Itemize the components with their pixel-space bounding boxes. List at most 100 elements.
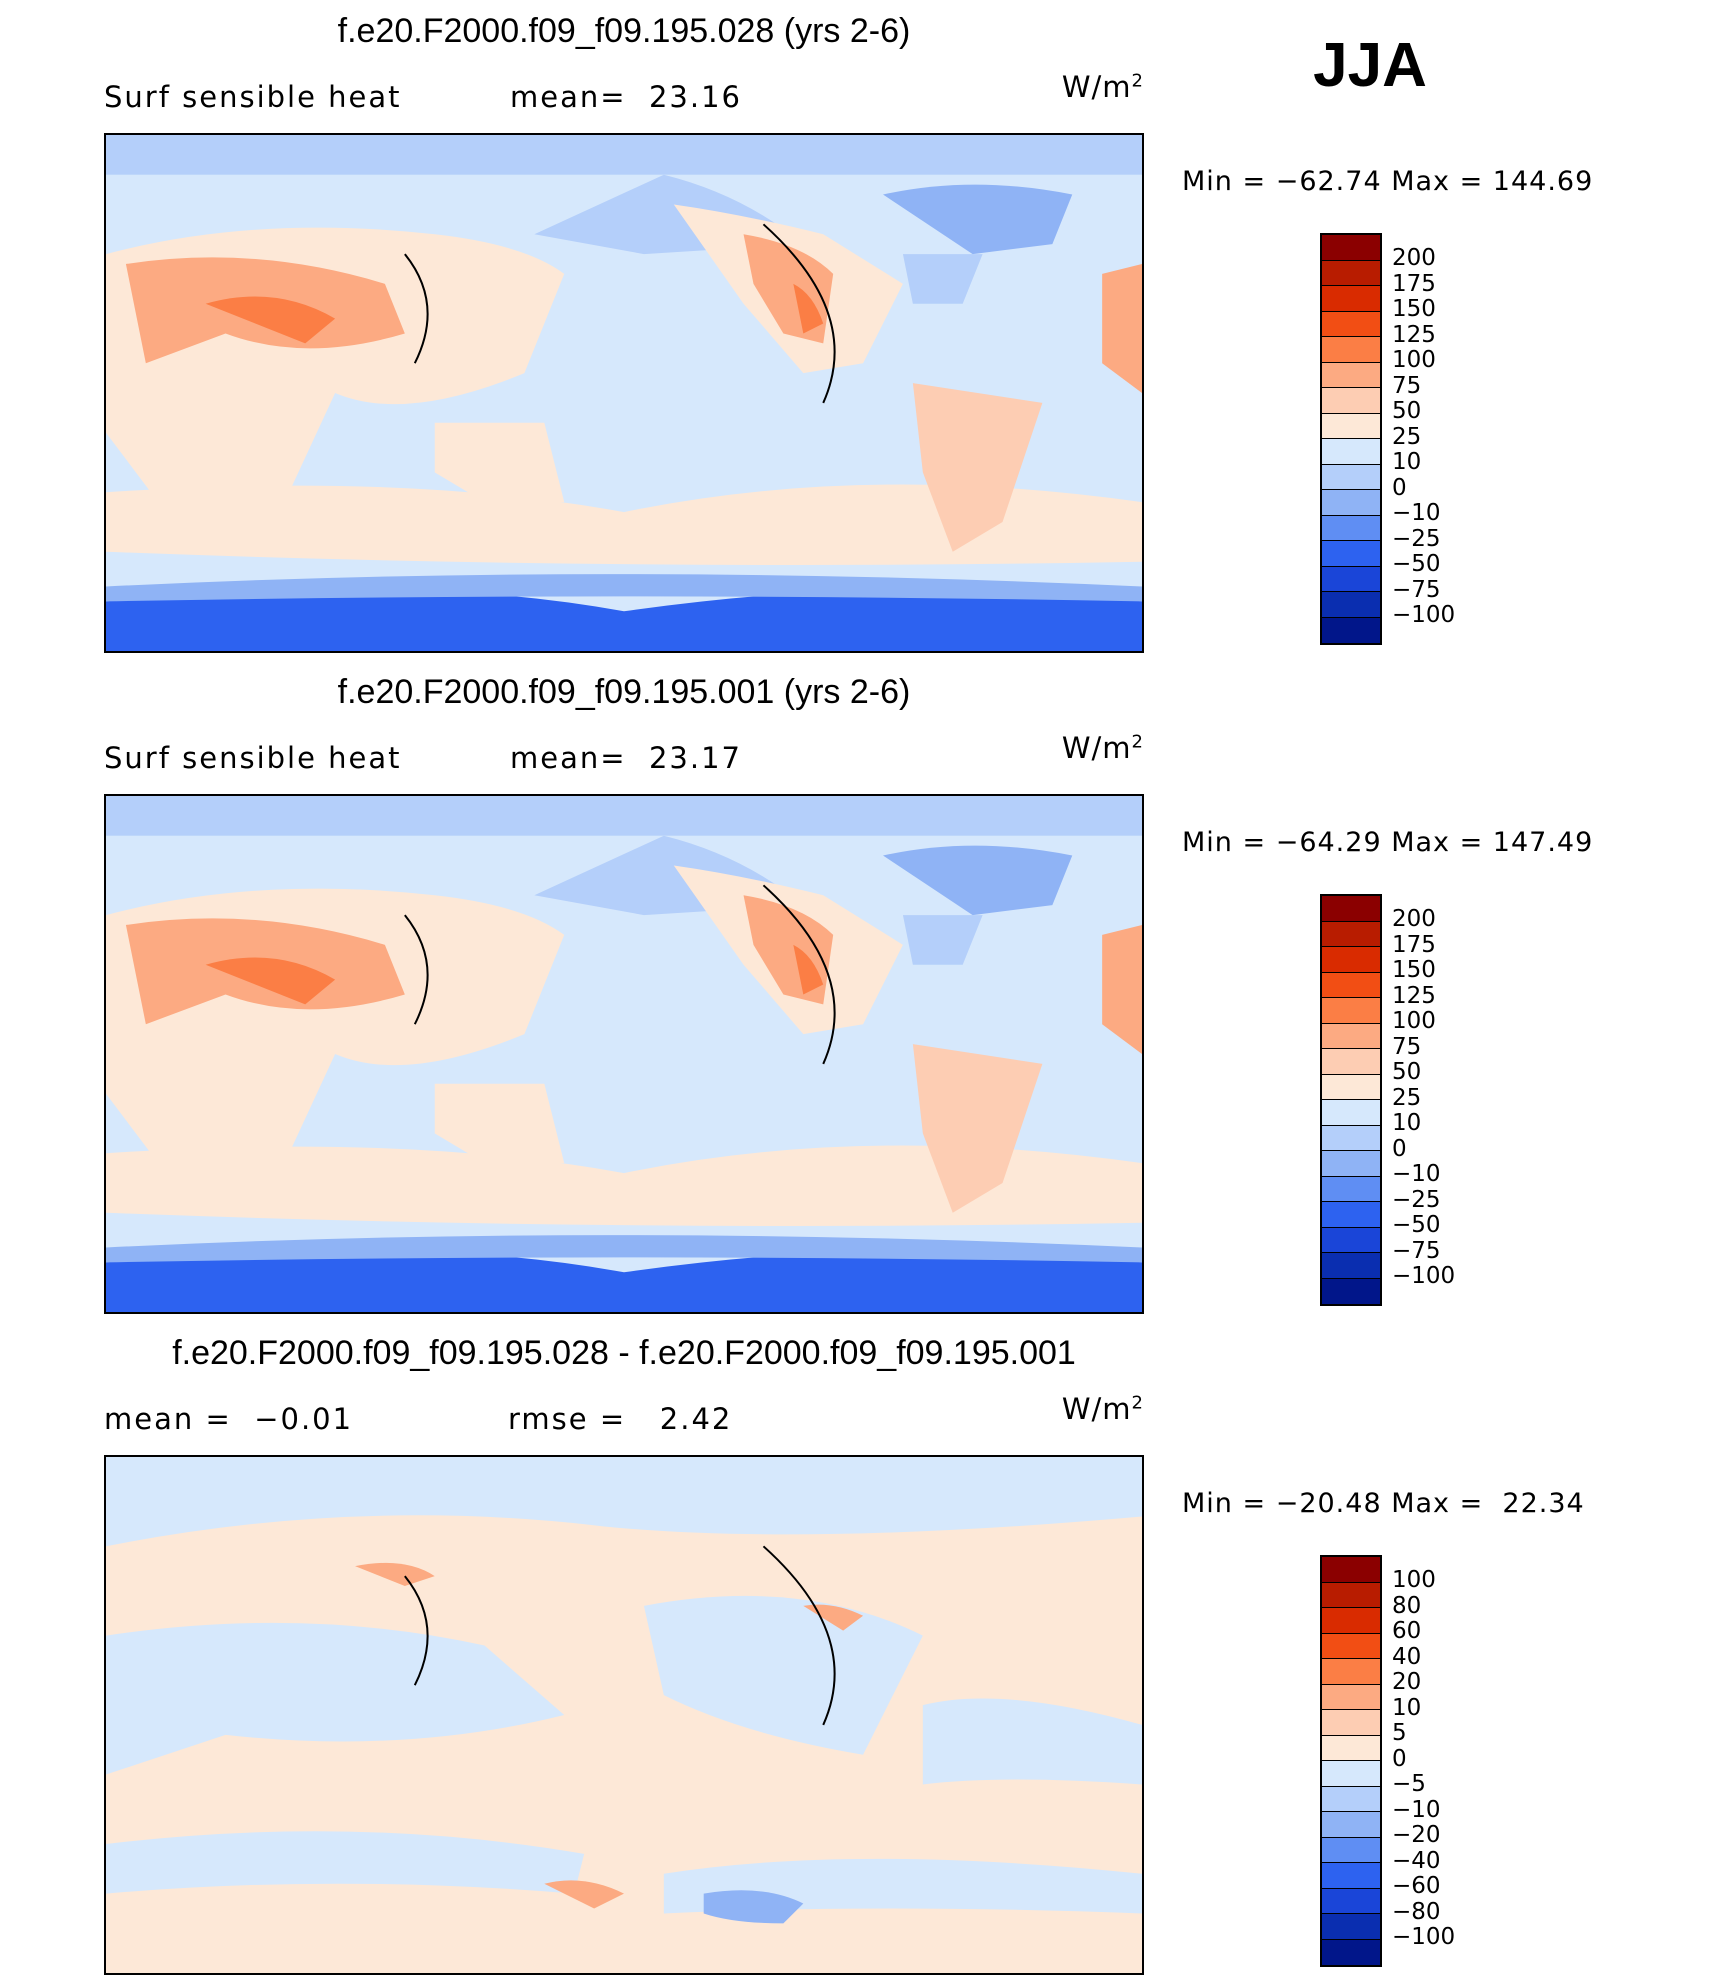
- panel-3-colorbar: [1320, 1555, 1382, 1967]
- colorbar-segment: [1322, 337, 1380, 363]
- colorbar-label: −10: [1392, 500, 1441, 526]
- colorbar-segment: [1322, 1710, 1380, 1736]
- colorbar-label: 125: [1392, 982, 1436, 1009]
- colorbar-label: 80: [1392, 1592, 1422, 1619]
- colorbar-label: 25: [1392, 423, 1422, 450]
- colorbar-segment: [1322, 1888, 1380, 1914]
- colorbar-segment: [1322, 1608, 1380, 1634]
- colorbar-label: 10: [1392, 1694, 1422, 1721]
- colorbar-segment: [1322, 235, 1380, 261]
- colorbar-label: −50: [1392, 551, 1441, 577]
- colorbar-label: 0: [1392, 1745, 1407, 1772]
- colorbar-segment: [1322, 566, 1380, 592]
- colorbar-segment: [1322, 1582, 1380, 1608]
- colorbar-label: 60: [1392, 1618, 1422, 1644]
- colorbar-label: 150: [1392, 296, 1436, 322]
- colorbar-label: 200: [1392, 245, 1436, 271]
- colorbar-label: −10: [1392, 1161, 1441, 1187]
- colorbar-label: 100: [1392, 347, 1436, 373]
- panel-1-map: [104, 133, 1144, 653]
- panel-1-variable-label: Surf sensible heat: [104, 80, 402, 114]
- colorbar-label: 100: [1392, 1008, 1436, 1034]
- panel-3-colorbar-labels: 100 80 60 40 20 10 5 0 −5 −10 −20 −40 −60 −80 −100: [1392, 1567, 1456, 1951]
- panel-1-min-max: Min = −62.74 Max = 144.69: [1182, 166, 1594, 197]
- colorbar-label: 0: [1392, 1135, 1407, 1162]
- colorbar-segment: [1322, 592, 1380, 618]
- colorbar-label: −60: [1392, 1873, 1441, 1899]
- colorbar-segment: [1322, 1837, 1380, 1863]
- colorbar-segment: [1322, 1659, 1380, 1685]
- colorbar-label: 175: [1392, 270, 1436, 297]
- colorbar-label: 20: [1392, 1669, 1422, 1695]
- panel-2-mean-label: mean= 23.17: [510, 741, 742, 775]
- colorbar-segment: [1322, 1100, 1380, 1126]
- panel-3-rmse-label: rmse = 2.42: [508, 1402, 733, 1436]
- colorbar-segment: [1322, 947, 1380, 973]
- colorbar-segment: [1322, 1786, 1380, 1812]
- colorbar-segment: [1322, 1633, 1380, 1659]
- colorbar-segment: [1322, 1151, 1380, 1177]
- panel-1-colorbar-labels: 200 175 150 125 100 75 50 25 10 0 −10 −25 −50 −75 −100: [1392, 245, 1456, 629]
- colorbar-segment: [1322, 1125, 1380, 1151]
- colorbar-segment: [1322, 1812, 1380, 1838]
- colorbar-segment: [1322, 413, 1380, 439]
- panel-1-mean-label: mean= 23.16: [510, 80, 742, 114]
- colorbar-label: 150: [1392, 957, 1436, 983]
- panel-2-units: W/m2: [1061, 731, 1144, 765]
- colorbar-label: −25: [1392, 1186, 1441, 1213]
- colorbar-segment: [1322, 1557, 1380, 1583]
- colorbar-label: −80: [1392, 1898, 1441, 1925]
- colorbar-label: −40: [1392, 1847, 1441, 1874]
- colorbar-segment: [1322, 896, 1380, 922]
- colorbar-label: 75: [1392, 1033, 1422, 1060]
- colorbar-segment: [1322, 388, 1380, 414]
- panel-2-map: [104, 794, 1144, 1314]
- colorbar-segment: [1322, 311, 1380, 337]
- colorbar-segment: [1322, 286, 1380, 312]
- colorbar-segment: [1322, 1074, 1380, 1100]
- panel-3-title: f.e20.F2000.f09_f09.195.028 - f.e20.F200…: [172, 1334, 1076, 1372]
- colorbar-segment: [1322, 1914, 1380, 1940]
- colorbar-label: −10: [1392, 1796, 1441, 1823]
- colorbar-segment: [1322, 260, 1380, 286]
- colorbar-label: 25: [1392, 1084, 1422, 1111]
- colorbar-segment: [1322, 490, 1380, 516]
- colorbar-segment: [1322, 1253, 1380, 1279]
- colorbar-segment: [1322, 1202, 1380, 1228]
- colorbar-segment: [1322, 439, 1380, 465]
- panel-1-colorbar: [1320, 233, 1382, 645]
- panel-3-min-max: Min = −20.48 Max = 22.34: [1182, 1488, 1585, 1519]
- colorbar-label: −50: [1392, 1212, 1441, 1238]
- panel-2-title: f.e20.F2000.f09_f09.195.001 (yrs 2-6): [337, 673, 911, 711]
- colorbar-segment: [1322, 998, 1380, 1024]
- colorbar-segment: [1322, 1023, 1380, 1049]
- colorbar-segment: [1322, 1278, 1380, 1304]
- colorbar-segment: [1322, 972, 1380, 998]
- colorbar-label: −100: [1392, 1263, 1456, 1289]
- colorbar-segment: [1322, 1049, 1380, 1075]
- panel-2-colorbar-labels: 200 175 150 125 100 75 50 25 10 0 −10 −25 −50 −75 −100: [1392, 906, 1456, 1290]
- colorbar-label: 5: [1392, 1720, 1407, 1746]
- colorbar-segment: [1322, 617, 1380, 643]
- colorbar-label: −75: [1392, 1237, 1441, 1264]
- colorbar-label: −100: [1392, 1924, 1456, 1950]
- colorbar-segment: [1322, 1176, 1380, 1202]
- colorbar-label: −20: [1392, 1822, 1441, 1848]
- colorbar-label: 50: [1392, 1059, 1422, 1085]
- colorbar-label: 200: [1392, 906, 1436, 932]
- colorbar-segment: [1322, 1735, 1380, 1761]
- panel-3-map: [104, 1455, 1144, 1975]
- colorbar-segment: [1322, 1939, 1380, 1965]
- colorbar-label: 125: [1392, 321, 1436, 348]
- colorbar-label: 10: [1392, 1110, 1422, 1136]
- panel-1-units: W/m2: [1061, 70, 1144, 104]
- colorbar-label: 50: [1392, 398, 1422, 424]
- colorbar-segment: [1322, 1761, 1380, 1787]
- colorbar-label: −5: [1392, 1771, 1426, 1797]
- colorbar-segment: [1322, 541, 1380, 567]
- colorbar-label: 75: [1392, 372, 1422, 399]
- colorbar-label: −100: [1392, 602, 1456, 628]
- panel-1-title: f.e20.F2000.f09_f09.195.028 (yrs 2-6): [337, 12, 911, 50]
- colorbar-segment: [1322, 1684, 1380, 1710]
- colorbar-label: 0: [1392, 474, 1407, 501]
